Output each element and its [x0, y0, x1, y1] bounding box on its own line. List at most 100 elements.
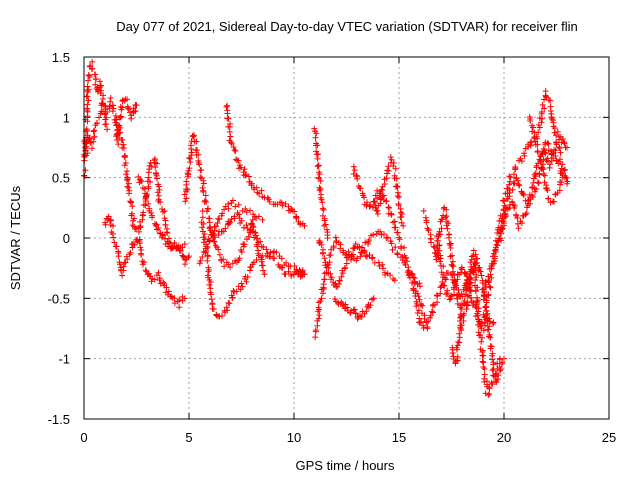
data-point	[553, 139, 560, 146]
data-point	[190, 133, 197, 140]
data-point	[259, 216, 266, 223]
data-point	[486, 283, 493, 290]
data-point	[224, 115, 231, 122]
data-point	[314, 155, 321, 162]
data-point	[153, 175, 160, 182]
data-point	[266, 198, 273, 205]
data-point	[553, 132, 560, 139]
data-point	[206, 281, 213, 288]
data-point	[85, 97, 92, 104]
data-point	[271, 255, 278, 262]
data-point	[354, 255, 361, 262]
data-point	[440, 263, 447, 270]
data-point	[533, 186, 540, 193]
data-point	[342, 264, 349, 271]
data-point	[237, 247, 244, 254]
data-point	[456, 330, 463, 337]
data-point	[557, 149, 564, 156]
data-point	[235, 201, 242, 208]
data-point	[247, 226, 254, 233]
data-point	[486, 385, 493, 392]
data-point	[159, 208, 166, 215]
data-point	[84, 132, 91, 139]
series-arc-d	[112, 119, 192, 268]
data-point	[363, 308, 370, 315]
data-point	[498, 226, 505, 233]
data-point	[506, 173, 513, 180]
data-point	[336, 277, 343, 284]
data-point	[120, 141, 127, 148]
data-point	[323, 226, 330, 233]
data-point	[171, 239, 178, 246]
data-point	[84, 106, 91, 113]
data-point	[338, 273, 345, 280]
data-point	[480, 327, 487, 334]
data-point	[157, 199, 164, 206]
data-point	[437, 258, 444, 265]
data-point	[487, 271, 494, 278]
data-point	[514, 177, 521, 184]
data-point	[155, 224, 162, 231]
data-point	[126, 190, 133, 197]
series-arc-k	[311, 125, 331, 241]
data-point	[377, 200, 384, 207]
data-point	[228, 140, 235, 147]
data-point	[264, 194, 271, 201]
data-point	[260, 244, 267, 251]
data-point	[200, 188, 207, 195]
data-point	[301, 271, 308, 278]
data-point	[215, 246, 222, 253]
data-point	[94, 119, 101, 126]
data-point	[496, 355, 503, 362]
data-point	[98, 100, 105, 107]
data-point	[301, 222, 308, 229]
data-point	[464, 279, 471, 286]
data-point	[291, 208, 298, 215]
data-point	[489, 356, 496, 363]
data-point	[153, 170, 160, 177]
data-point	[537, 159, 544, 166]
data-point	[204, 244, 211, 251]
data-point	[241, 166, 248, 173]
data-point	[123, 171, 130, 178]
series-arc-a	[81, 58, 111, 179]
data-point	[164, 229, 171, 236]
data-point	[391, 224, 398, 231]
data-point	[443, 222, 450, 229]
data-point	[487, 284, 494, 291]
data-point	[291, 262, 298, 269]
data-point	[387, 210, 394, 217]
data-point	[91, 127, 98, 134]
data-point	[497, 227, 504, 234]
data-point	[319, 205, 326, 212]
data-point	[398, 213, 405, 220]
data-point	[528, 139, 535, 146]
data-point	[388, 240, 395, 247]
data-point	[486, 318, 493, 325]
data-point	[349, 251, 356, 258]
data-point	[229, 294, 236, 301]
data-point	[394, 250, 401, 257]
x-tick-label: 15	[392, 430, 406, 445]
data-point	[85, 77, 92, 84]
data-point	[124, 176, 131, 183]
data-point	[471, 259, 478, 266]
data-point	[481, 371, 488, 378]
data-point	[165, 288, 172, 295]
data-point	[155, 269, 162, 276]
data-point	[541, 172, 548, 179]
data-point	[371, 198, 378, 205]
series-arc-l	[312, 228, 423, 341]
data-point	[536, 156, 543, 163]
data-point	[311, 125, 318, 132]
data-point	[392, 165, 399, 172]
data-point	[447, 253, 454, 260]
data-point	[283, 259, 290, 266]
data-point	[209, 229, 216, 236]
series-arc-g	[198, 208, 308, 320]
data-point	[564, 180, 570, 187]
data-point	[379, 261, 386, 268]
data-point	[199, 224, 206, 231]
data-point	[263, 246, 270, 253]
data-point	[109, 108, 116, 115]
